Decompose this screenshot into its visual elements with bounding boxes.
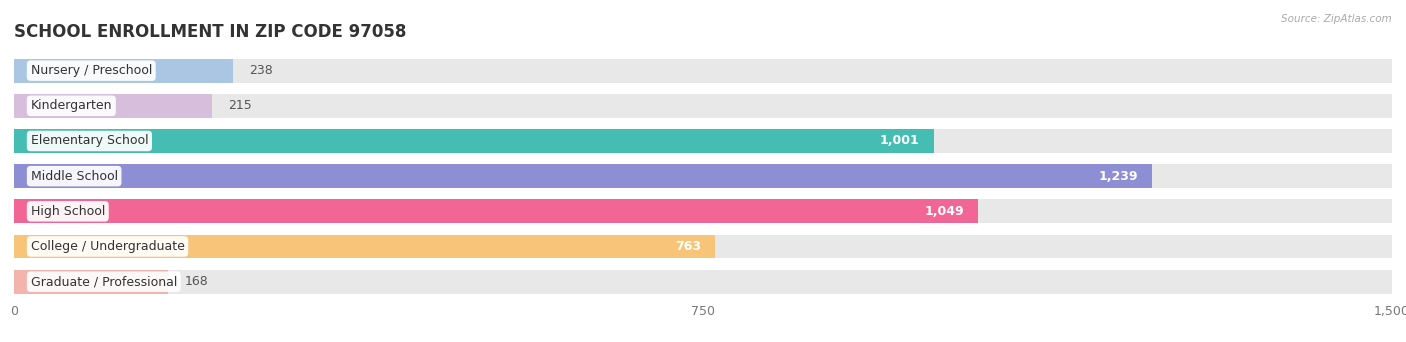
Text: 763: 763 xyxy=(675,240,702,253)
Text: Elementary School: Elementary School xyxy=(31,134,148,147)
Bar xyxy=(14,164,1392,188)
Bar xyxy=(14,94,211,118)
Text: Kindergarten: Kindergarten xyxy=(31,99,112,112)
Text: 1,239: 1,239 xyxy=(1099,170,1139,183)
Text: 215: 215 xyxy=(228,99,252,112)
Bar xyxy=(14,199,977,223)
Bar xyxy=(14,59,232,83)
Text: Middle School: Middle School xyxy=(31,170,118,183)
Text: High School: High School xyxy=(31,205,105,218)
Bar xyxy=(14,235,1392,259)
Text: Graduate / Professional: Graduate / Professional xyxy=(31,275,177,288)
Text: 238: 238 xyxy=(249,64,273,77)
Text: SCHOOL ENROLLMENT IN ZIP CODE 97058: SCHOOL ENROLLMENT IN ZIP CODE 97058 xyxy=(14,23,406,41)
Bar xyxy=(14,94,1392,118)
Bar xyxy=(14,199,1392,223)
Bar xyxy=(14,129,934,153)
Bar xyxy=(14,164,1152,188)
Text: 168: 168 xyxy=(186,275,208,288)
Text: 1,001: 1,001 xyxy=(880,134,920,147)
Text: College / Undergraduate: College / Undergraduate xyxy=(31,240,184,253)
Text: Nursery / Preschool: Nursery / Preschool xyxy=(31,64,152,77)
Text: 1,049: 1,049 xyxy=(924,205,965,218)
Bar xyxy=(14,269,169,293)
Bar xyxy=(14,269,1392,293)
Bar xyxy=(14,235,714,259)
Bar xyxy=(14,129,1392,153)
Bar xyxy=(14,59,1392,83)
Text: Source: ZipAtlas.com: Source: ZipAtlas.com xyxy=(1281,14,1392,24)
